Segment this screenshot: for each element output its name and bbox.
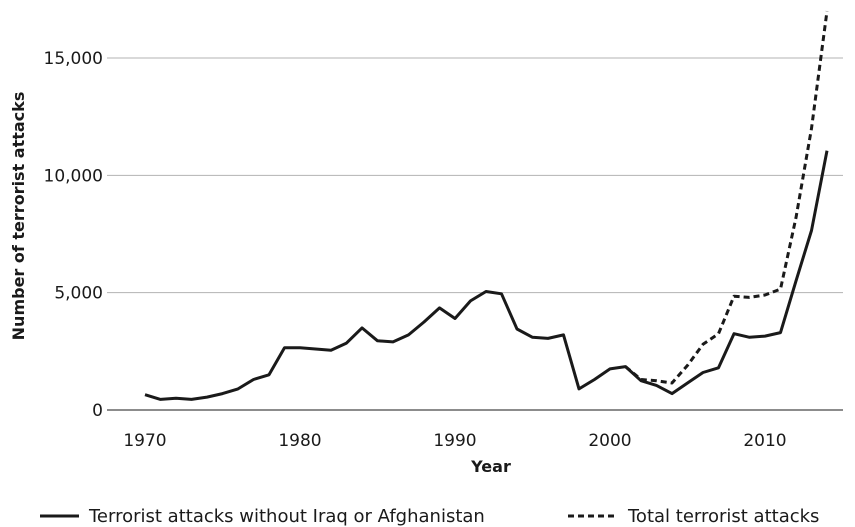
y-axis-title: Number of terrorist attacks bbox=[9, 92, 28, 341]
x-tick-label: 2010 bbox=[743, 431, 786, 451]
x-tick-label: 1970 bbox=[123, 431, 166, 451]
y-tick-label: 15,000 bbox=[44, 49, 103, 69]
series-line-2 bbox=[624, 10, 829, 385]
x-tick-label: 2000 bbox=[588, 431, 631, 451]
series-layer bbox=[144, 10, 829, 401]
y-tick-label: 5,000 bbox=[54, 284, 103, 304]
gridlines bbox=[107, 57, 843, 411]
legend-label-series-2: Total terrorist attacks bbox=[627, 506, 819, 527]
x-axis-title: Year bbox=[470, 457, 511, 476]
legend: Terrorist attacks without Iraq or Afghan… bbox=[40, 506, 819, 527]
x-axis-ticks: 1970 1980 1990 2000 2010 bbox=[123, 431, 786, 451]
y-axis-ticks: 0 5,000 10,000 15,000 bbox=[44, 49, 103, 421]
y-tick-label: 0 bbox=[92, 401, 103, 421]
x-tick-label: 1990 bbox=[433, 431, 476, 451]
y-tick-label: 10,000 bbox=[44, 166, 103, 186]
series-line-1 bbox=[144, 150, 829, 401]
x-tick-label: 1980 bbox=[278, 431, 321, 451]
legend-label-series-1: Terrorist attacks without Iraq or Afghan… bbox=[88, 506, 485, 527]
